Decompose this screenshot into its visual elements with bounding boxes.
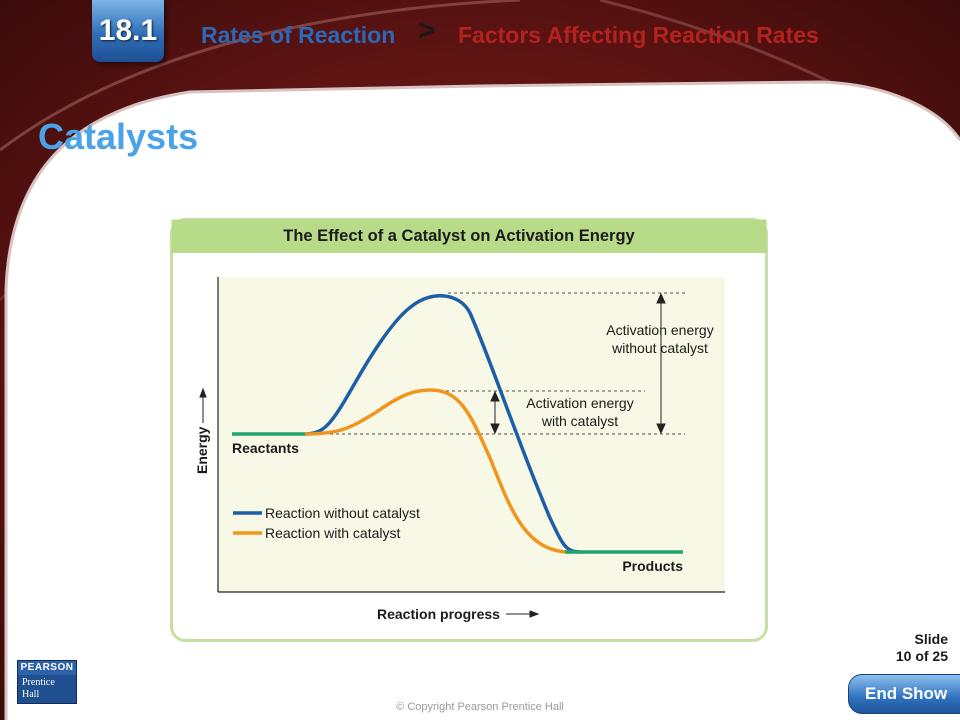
slide-counter-label: Slide [914, 631, 948, 647]
section-number-badge: 18.1 [92, 0, 164, 62]
products-label: Products [622, 558, 683, 574]
activation-energy-diagram: The Effect of a Catalyst on Activation E… [170, 218, 768, 642]
slide-counter-value: 10 of 25 [895, 648, 948, 664]
reactants-label: Reactants [232, 440, 299, 456]
slide-title: Catalysts [38, 116, 199, 157]
breadcrumb-separator: > [418, 14, 436, 47]
y-axis-label: Energy [194, 426, 210, 474]
arrow-with-catalyst [490, 390, 500, 435]
pearson-prentice-hall-logo: PEARSON Prentice Hall [17, 660, 77, 704]
curve-with-catalyst [304, 388, 571, 554]
annotation-with-line-2: with catalyst [541, 413, 618, 429]
annotation-with-line-1: Activation energy [526, 395, 633, 411]
y-axis-arrow-icon [199, 387, 207, 423]
x-axis-label-group: Reaction progress [377, 606, 540, 622]
figure-title: The Effect of a Catalyst on Activation E… [283, 227, 635, 245]
legend-label-with: Reaction with catalyst [265, 525, 401, 541]
x-axis-label: Reaction progress [377, 606, 500, 622]
copyright-notice: © Copyright Pearson Prentice Hall [396, 701, 564, 713]
slide-counter: Slide 10 of 25 [896, 631, 948, 665]
y-axis-label-group: Energy [194, 387, 210, 474]
annotation-without-line-2: without catalyst [611, 340, 708, 356]
legend-label-without: Reaction without catalyst [265, 505, 420, 521]
curve-without-catalyst [304, 294, 581, 554]
annotation-without-line-1: Activation energy [606, 322, 713, 338]
arrow-without-catalyst [656, 292, 666, 435]
x-axis-arrow-icon [506, 610, 540, 618]
logo-line-2: Hall [22, 689, 40, 700]
chapter-title: Rates of Reaction [201, 22, 396, 48]
section-title: Factors Affecting Reaction Rates [458, 22, 819, 48]
figure-title-bar [171, 219, 767, 253]
logo-bottom-text: Prentice Hall [18, 675, 76, 701]
logo-line-1: Prentice [22, 677, 55, 688]
end-show-button[interactable]: End Show [848, 674, 960, 714]
logo-top-text: PEARSON [18, 661, 76, 675]
